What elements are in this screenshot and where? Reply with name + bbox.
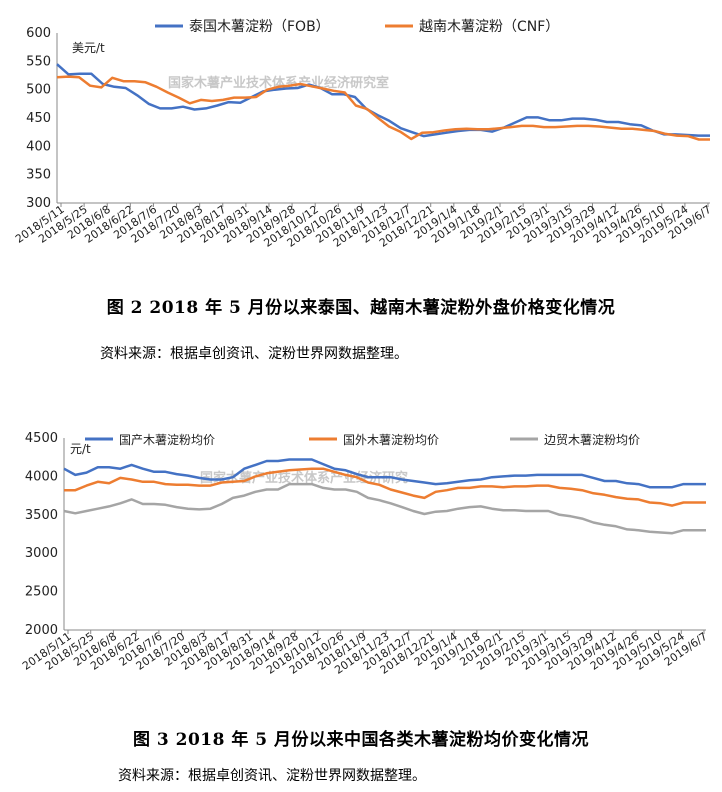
y-tick-label: 2500	[25, 585, 58, 600]
chart-2-legend: 国产木薯淀粉均价 国外木薯淀粉均价 边贸木薯淀粉均价	[85, 433, 640, 447]
chart-2: 200025003000350040004500元/t国家木薯产业技术体系产业经…	[20, 431, 710, 677]
legend-label-2: 国外木薯淀粉均价	[343, 433, 439, 447]
y-tick-label: 450	[26, 111, 51, 126]
chart-2-series	[63, 458, 706, 535]
series-line-1	[63, 458, 706, 489]
figure-3-caption: 图 3 2018 年 5 月份以来中国各类木薯淀粉均价变化情况	[132, 730, 590, 750]
legend-label-1: 泰国木薯淀粉（FOB）	[189, 19, 330, 35]
y-tick-label: 4500	[25, 431, 58, 446]
y-tick-label: 3000	[25, 546, 58, 561]
chart-1-legend: 泰国木薯淀粉（FOB） 越南木薯淀粉（CNF）	[155, 19, 559, 35]
legend-label-1: 国产木薯淀粉均价	[119, 433, 215, 447]
y-axis-label: 美元/t	[72, 41, 105, 55]
figure-3-source: 资料来源：根据卓创资讯、淀粉世界网数据整理。	[118, 768, 426, 784]
chart-1: 300 350 400 450 500 550 600 美元/t 国家木薯产业技术体系产业经济研…	[13, 19, 714, 250]
y-tick-label: 3500	[25, 508, 58, 523]
legend-label-3: 边贸木薯淀粉均价	[544, 433, 640, 447]
series-line-1	[56, 63, 710, 138]
figure-2-source: 资料来源：根据卓创资讯、淀粉世界网数据整理。	[100, 346, 408, 362]
y-tick-label: 550	[26, 54, 51, 69]
series-line-3	[63, 482, 706, 535]
series-line-2	[56, 75, 710, 141]
y-tick-label: 350	[26, 168, 51, 183]
figure-2-caption: 图 2 2018 年 5 月份以来泰国、越南木薯淀粉外盘价格变化情况	[106, 298, 616, 318]
legend-label-2: 越南木薯淀粉（CNF）	[419, 19, 559, 35]
y-tick-label: 300	[26, 196, 51, 211]
y-tick-label: 600	[26, 26, 51, 41]
y-tick-label: 400	[26, 139, 51, 154]
watermark: 国家木薯产业技术体系产业经济研究室	[168, 75, 389, 91]
y-tick-label: 2000	[25, 623, 58, 638]
chart-1-axes: 300 350 400 450 500 550 600 美元/t 国家木薯产业技术体系产业经济研…	[13, 26, 714, 250]
series-line-2	[64, 467, 706, 507]
y-axis-label: 元/t	[70, 442, 91, 456]
y-tick-label: 500	[26, 83, 51, 98]
y-tick-label: 4000	[25, 469, 58, 484]
chart-1-series	[56, 63, 710, 141]
